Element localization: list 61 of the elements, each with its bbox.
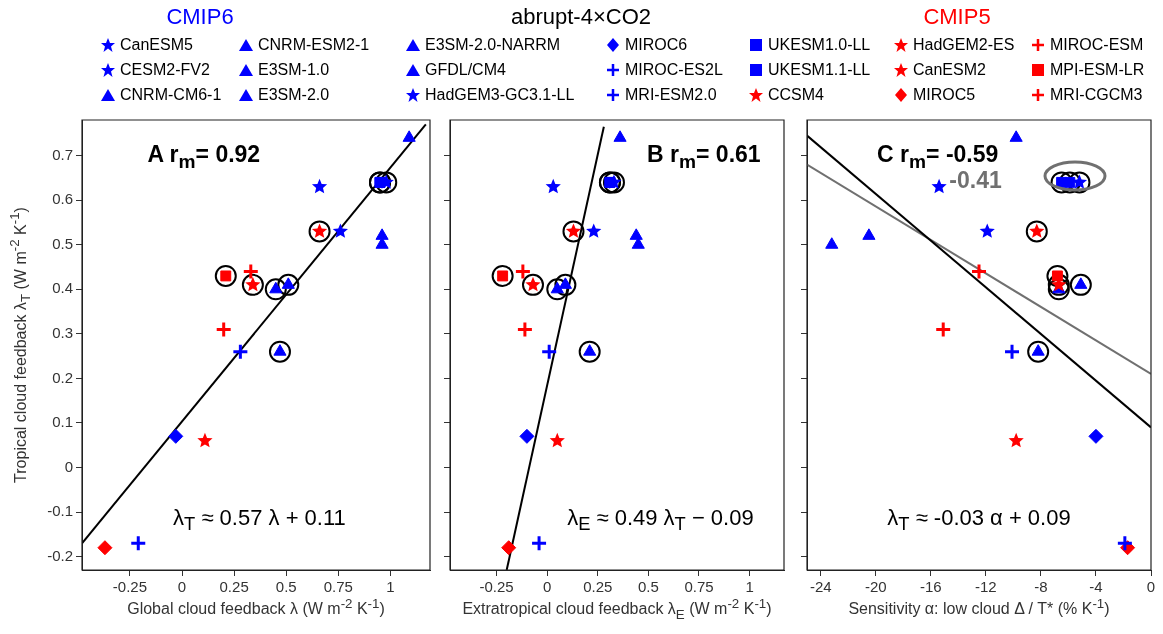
legend-label: E3SM-2.0 [258,86,330,104]
y-tick-label: 0.7 [52,145,73,163]
annotation: λ$_{T}$ ≈ -0.03 α + 0.09 [887,504,1071,536]
legend-label: MIROC-ES2L [625,61,723,79]
x-tick-label: -12 [975,578,997,596]
legend-label: MIROC5 [913,86,976,104]
annotation: λ$_{T}$ ≈ 0.57 λ + 0.11 [173,504,346,536]
y-tick-label: 0 [64,457,73,475]
legend-label: MPI-ESM-LR [1050,61,1145,79]
y-tick-label: 0.6 [52,190,73,208]
x-tick-label: 1 [386,578,395,596]
x-tick-label: 0.25 [219,578,249,596]
x-tick-label: -20 [864,578,887,596]
x-tick-label: 0 [1146,578,1156,596]
x-axis-title: Global cloud feedback λ (W m$^{-2}$ K$^{-1}$) [127,596,385,619]
legend-label: CNRM-CM6-1 [120,86,222,104]
x-tick-label: 1 [745,578,754,596]
x-tick-label: -0.25 [112,578,148,596]
x-tick-label: -4 [1089,578,1103,596]
y-tick-label: 0.1 [52,413,73,431]
annotation: B r$_{m}$= 0.61 [647,141,761,173]
text: CMIP6 [166,4,234,30]
x-tick-label: 0.25 [583,578,613,596]
x-tick-label: 0 [542,578,552,596]
y-tick-label: 0.5 [52,234,73,252]
legend-label: CESM2-FV2 [120,61,210,79]
legend-label: MIROC6 [625,36,688,54]
legend-label: E3SM-1.0 [258,61,330,79]
x-tick-label: -16 [920,578,942,596]
legend-label: MIROC-ESM [1050,36,1144,54]
y-tick-label: 0.4 [52,279,73,297]
y-tick-label: 0.2 [52,368,73,386]
x-axis-title: Sensitivity α: low cloud Δ / T* (% K$^{-1}$) [848,596,1110,619]
y-tick-label: -0.2 [47,546,73,564]
legend-label: GFDL/CM4 [425,61,506,79]
legend-label: CCSM4 [768,86,825,104]
legend-label: HadGEM2-ES [913,36,1015,54]
annotation: λ$_{E}$ ≈ 0.49 λ$_{T}$ − 0.09 [567,504,754,536]
y-tick-label: 0.3 [52,324,73,341]
annotation: A r$_{m}$= 0.92 [147,141,261,173]
x-tick-label: 0.75 [684,578,714,596]
chart-title: abrupt-4×CO2 [510,4,652,30]
x-tick-label: -24 [809,578,832,596]
x-tick-label: -8 [1034,578,1048,596]
y-tick-label: -0.1 [47,502,73,520]
x-tick-label: 0.75 [323,578,353,596]
legend-label: MRI-ESM2.0 [625,86,717,104]
x-tick-label: 0.5 [275,578,297,596]
legend-label: CanESM2 [913,61,986,79]
legend-label: E3SM-2.0-NARRM [425,36,561,54]
x-tick-label: -0.25 [479,578,514,596]
text: CMIP5 [923,4,991,30]
legend-label: UKESM1.1-LL [768,61,871,79]
x-axis-title: Extratropical cloud feedback λ$_{E}$ (W m$^{-2}$ K$^{-1}$) [462,596,772,622]
legend-label: CanESM5 [120,36,193,54]
legend-label: UKESM1.0-LL [768,36,871,54]
legend-label: CNRM-ESM2-1 [258,36,370,54]
legend-label: MRI-CGCM3 [1050,86,1143,104]
x-tick-label: 0 [177,578,187,596]
legend-label: HadGEM3-GC3.1-LL [425,86,575,104]
x-tick-label: 0.5 [637,578,659,596]
